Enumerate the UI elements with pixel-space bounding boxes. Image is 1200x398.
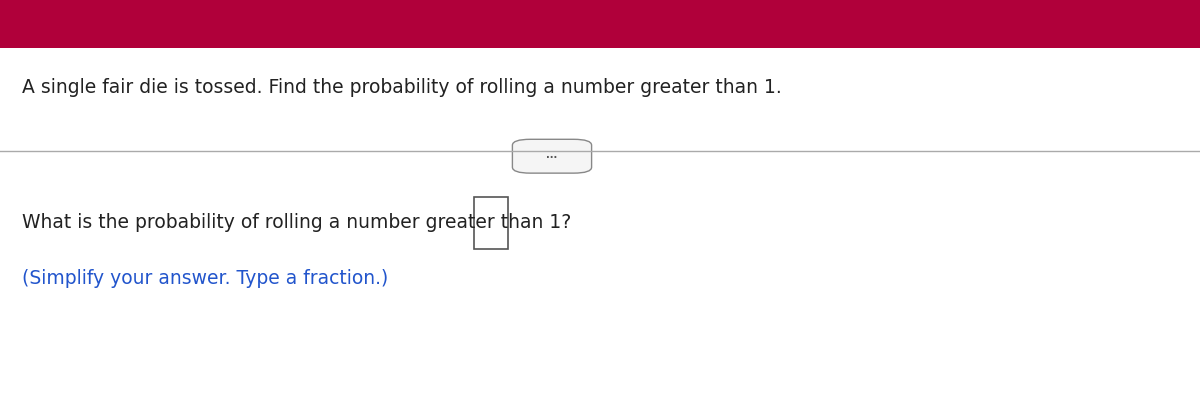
FancyBboxPatch shape (474, 197, 508, 249)
Text: (Simplify your answer. Type a fraction.): (Simplify your answer. Type a fraction.) (22, 269, 388, 288)
Text: ...: ... (546, 150, 558, 160)
Text: What is the probability of rolling a number greater than 1?: What is the probability of rolling a num… (22, 213, 577, 232)
FancyBboxPatch shape (0, 0, 1200, 48)
FancyBboxPatch shape (512, 139, 592, 173)
Text: A single fair die is tossed. Find the probability of rolling a number greater th: A single fair die is tossed. Find the pr… (22, 78, 781, 97)
